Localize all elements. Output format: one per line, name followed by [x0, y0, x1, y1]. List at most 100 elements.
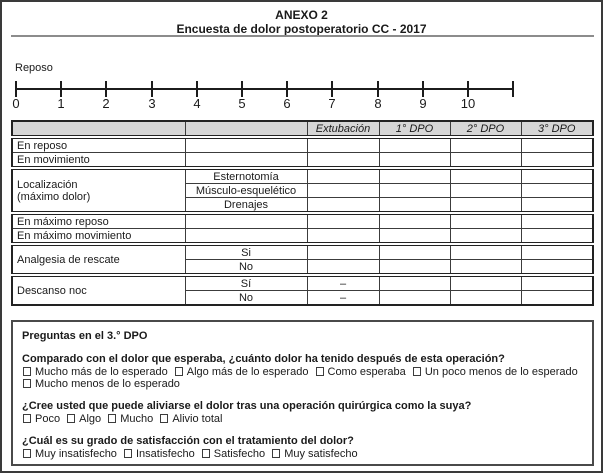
- question-options: Muy insatisfecho Insatisfecho Satisfecho…: [22, 448, 583, 460]
- checkbox-icon: [272, 449, 281, 458]
- table-cell-empty: [378, 259, 451, 276]
- checkbox-icon: [23, 414, 31, 423]
- table-row-localizacion: Localización (máximo dolor) Esternotomía: [11, 166, 594, 214]
- table-cell-empty: [184, 152, 308, 169]
- ruler-tick: [196, 81, 198, 97]
- ruler-tick-label: 8: [374, 96, 382, 111]
- table-cell-empty: [306, 259, 380, 276]
- option: Mucho más de lo esperado: [22, 366, 168, 378]
- ruler-tick-label: 10: [460, 96, 476, 111]
- ruler-tick: [241, 81, 243, 97]
- row-label: Analgesia de rescate: [11, 242, 186, 276]
- table-cell-empty: [378, 135, 451, 153]
- table-cell-empty: [184, 228, 308, 245]
- ruler-tick-label: 6: [283, 96, 291, 111]
- table-cell-empty: [378, 211, 451, 229]
- row-sublabel: Esternotomía: [184, 166, 308, 184]
- option: Como esperaba: [315, 366, 406, 378]
- ruler-tick: [422, 81, 424, 97]
- question-block-3: ¿Cuál es su grado de satisfacción con el…: [22, 435, 583, 460]
- table-cell-empty: [520, 273, 594, 291]
- page-subtitle: Encuesta de dolor postoperatorio CC - 20…: [176, 22, 427, 36]
- checkbox-icon: [23, 449, 31, 458]
- checkbox-icon: [67, 414, 76, 423]
- option-label: Mucho menos de lo esperado: [35, 378, 180, 390]
- table-row-analgesia-no: No: [12, 259, 594, 276]
- question-block-2: ¿Cree usted que puede aliviarse el dolor…: [22, 400, 583, 425]
- checkbox-icon: [23, 379, 31, 388]
- option: Muy insatisfecho: [22, 448, 117, 460]
- header-2-dpo: 2° DPO: [449, 120, 522, 139]
- table-cell-empty: [306, 135, 380, 153]
- header-empty-label-cell: [11, 120, 186, 139]
- table-row-en-movimiento: En movimiento: [11, 152, 594, 169]
- table-cell-empty: [520, 183, 594, 198]
- ruler-tick: [60, 81, 62, 97]
- table-cell-empty: [378, 273, 451, 291]
- row-label: En movimiento: [11, 152, 186, 169]
- table-row-analgesia-si: Analgesia de rescate Si: [11, 242, 594, 276]
- table-cell-empty: [520, 197, 594, 214]
- question-text: Comparado con el dolor que esperaba, ¿cu…: [22, 353, 505, 365]
- table-cell-empty: [449, 183, 522, 198]
- table-cell-empty: [306, 228, 380, 245]
- pain-assessment-table: Extubación 1° DPO 2° DPO 3° DPO En repos…: [11, 120, 594, 306]
- row-label: En reposo: [11, 135, 186, 153]
- option-label: Algo: [79, 413, 102, 425]
- table-cell-empty: [378, 242, 451, 260]
- question-options: Mucho más de lo esperado Algo más de lo …: [22, 366, 583, 390]
- table-cell-empty: [449, 259, 522, 276]
- option-label: Poco: [35, 413, 61, 425]
- table-cell-empty: [449, 290, 522, 306]
- table-cell-empty: [520, 135, 594, 153]
- option: Un poco menos de lo esperado: [412, 366, 578, 378]
- option: Alivio total: [159, 413, 222, 425]
- questions-box: Preguntas en el 3.° DPO Comparado con el…: [11, 320, 594, 466]
- checkbox-icon: [160, 414, 169, 423]
- option-label: Mucho: [120, 413, 154, 425]
- table-cell-empty: [306, 166, 380, 184]
- table-cell-empty: [306, 242, 380, 260]
- questions-heading: Preguntas en el 3.° DPO: [22, 330, 148, 342]
- row-sublabel: Si: [184, 242, 308, 260]
- option-label: Muy satisfecho: [284, 448, 358, 460]
- table-cell-empty: [520, 152, 594, 169]
- dash-cell: –: [306, 290, 380, 306]
- table-cell-empty: [184, 211, 308, 229]
- option: Insatisfecho: [123, 448, 195, 460]
- checkbox-icon: [124, 449, 132, 458]
- option: Algo: [66, 413, 101, 425]
- table-cell-empty: [449, 197, 522, 214]
- ruler-tick: [286, 81, 288, 97]
- ruler-tick-label: 7: [328, 96, 336, 111]
- table-cell-empty: [306, 152, 380, 169]
- table-cell-empty: [449, 135, 522, 153]
- table-row-descanso-si: Descanso noc Sí –: [11, 273, 594, 306]
- table-row-en-maximo-reposo: En máximo reposo: [11, 211, 594, 229]
- ruler-tick-label: 0: [12, 96, 20, 111]
- row-label: Localización (máximo dolor): [11, 166, 186, 214]
- option: Poco: [22, 413, 60, 425]
- checkbox-icon: [174, 367, 183, 376]
- row-sublabel: Drenajes: [184, 197, 308, 214]
- option-label: Como esperaba: [327, 366, 406, 378]
- page-title: ANEXO 2: [275, 8, 328, 22]
- ruler-tick: [15, 81, 17, 97]
- ruler-tick-label: 2: [102, 96, 110, 111]
- table-cell-empty: [306, 197, 380, 214]
- table-cell-empty: [449, 211, 522, 229]
- option-label: Insatisfecho: [136, 448, 195, 460]
- question-options: Poco Algo Mucho Alivio total: [22, 413, 583, 425]
- ruler-label: Reposo: [15, 62, 53, 74]
- table-cell-empty: [449, 166, 522, 184]
- option-label: Algo más de lo esperado: [186, 366, 309, 378]
- option-label: Alivio total: [172, 413, 223, 425]
- table-cell-empty: [378, 197, 451, 214]
- question-block-1: Comparado con el dolor que esperaba, ¿cu…: [22, 353, 583, 390]
- checkbox-icon: [23, 367, 31, 376]
- option: Algo más de lo esperado: [174, 366, 309, 378]
- ruler-tick: [467, 81, 469, 97]
- question-text: ¿Cree usted que puede aliviarse el dolor…: [22, 400, 472, 412]
- table-cell-empty: [520, 259, 594, 276]
